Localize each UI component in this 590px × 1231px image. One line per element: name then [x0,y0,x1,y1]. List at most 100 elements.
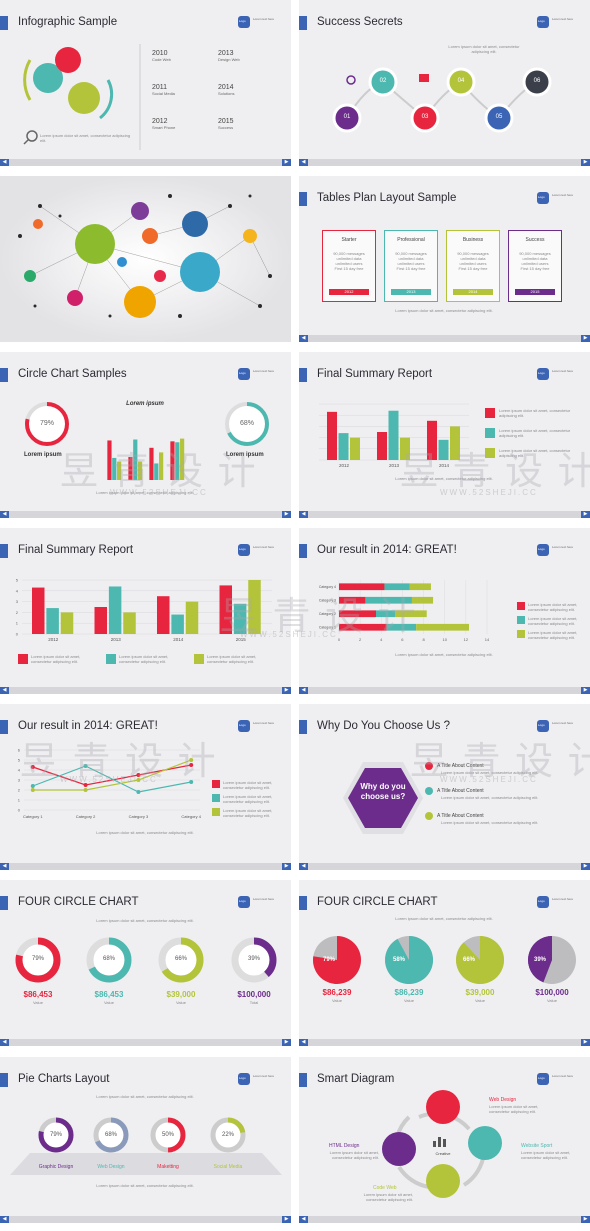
caption: Value [104,1000,114,1005]
prev-button[interactable]: ◀ [0,863,9,870]
prev-button[interactable]: ◀ [0,511,9,518]
x-tick-label: 2012 [339,463,350,468]
slide-network-illustration[interactable] [0,176,291,342]
next-button[interactable]: ▶ [282,511,291,518]
steps-diagram [332,67,552,133]
x-tick-label: 6 [401,637,404,642]
slide-title: Success Secrets [317,16,403,28]
slide-smart-diagram[interactable]: Smart Diagram Logo Lorem text here Creati… [299,1057,590,1223]
donut-charts [10,1117,282,1175]
prev-button[interactable]: ◀ [299,335,308,342]
slide-four-circle-chart-rings[interactable]: FOUR CIRCLE CHART Logo Lorem text here Lo… [0,880,291,1046]
prev-button[interactable]: ◀ [0,1039,9,1046]
prev-button[interactable]: ◀ [299,1039,308,1046]
slide-footer: ◀ ▶ [299,1039,590,1046]
slide-why-choose-us[interactable]: Why Do You Choose Us ? Logo Lorem text he… [299,704,590,870]
value-label: $86,453 [23,990,53,999]
plan-card[interactable]: Business 90,000 messages unlimited data … [446,230,500,302]
slide-tables-plan[interactable]: Tables Plan Layout Sample Logo Lorem text… [299,176,590,342]
caption: Value [33,1000,43,1005]
prev-button[interactable]: ◀ [299,863,308,870]
x-tick-label: 12 [464,637,469,642]
x-tick-label: 2 [359,637,362,642]
bar [112,457,117,480]
horizontal-bar-chart: 0 2 4 6 8 10 12 14 Category 4 Category 3 Category … [319,580,490,642]
pie-charts [312,936,576,984]
bar [416,623,470,631]
prev-button[interactable]: ◀ [299,1216,308,1223]
y-tick-label: 1 [18,798,21,803]
next-button[interactable]: ▶ [581,863,590,870]
slide-our-result-lines[interactable]: Our result in 2014: GREAT! Logo Lorem tex… [0,704,291,870]
logo: Logo Lorem text here [537,192,582,206]
slide-circle-chart-samples[interactable]: Circle Chart Samples Logo Lorem text here… [0,352,291,518]
bar [46,608,59,634]
step-number: 06 [533,78,541,84]
next-button[interactable]: ▶ [282,687,291,694]
plan-card[interactable]: Success 90,000 messages unlimited data u… [508,230,562,302]
next-button[interactable]: ▶ [282,1039,291,1046]
y-tick-label: 1 [16,621,19,626]
prev-button[interactable]: ◀ [0,1216,9,1223]
next-button[interactable]: ▶ [581,1039,590,1046]
plan-card[interactable]: Professional 90,000 messages unlimited d… [384,230,438,302]
next-button[interactable]: ▶ [581,335,590,342]
prev-button[interactable]: ◀ [0,159,9,166]
title-accent [0,16,8,30]
slide-final-summary-2[interactable]: Final Summary Report Logo Lorem text here… [0,528,291,694]
slide-our-result-bars[interactable]: Our result in 2014: GREAT! Logo Lorem tex… [299,528,590,694]
next-button[interactable]: ▶ [282,1216,291,1223]
next-button[interactable]: ▶ [282,159,291,166]
legend-swatch [485,448,495,458]
next-button[interactable]: ▶ [581,511,590,518]
data-point [83,788,88,792]
lorem-text: Lorem ipsum dolor sit amet, consectetur … [448,44,520,54]
percent-label: 22% [221,1132,234,1138]
lorem-text: Lorem ipsum dolor sit amet, consectetur … [395,308,493,313]
timeline-item: 2013 Design Web [218,50,240,62]
series-label: Maketting [157,1164,179,1170]
data-point [136,778,141,782]
value-label: $39,000 [166,990,196,999]
y-tick-label: 5 [16,578,19,583]
legend-text: Lorem ipsum dolor sit amet, consectetur … [119,654,169,664]
slide-four-circle-chart-pies[interactable]: FOUR CIRCLE CHART Logo Lorem text here Lo… [299,880,590,1046]
legend-text: Lorem ipsum dolor sit amet, consectetur … [499,448,571,458]
logo: Logo Lorem text here [537,368,582,382]
plan-card[interactable]: Starter 90,000 messages unlimited data u… [322,230,376,302]
value-label: $100,000 [237,990,271,999]
watermark-url: WWW.52SHEJI.CC [440,775,538,784]
prev-button[interactable]: ◀ [299,159,308,166]
prev-button[interactable]: ◀ [0,687,9,694]
x-tick-label: 2013 [111,637,122,642]
legend-swatch [194,654,204,664]
y-tick-label: 0 [16,632,19,637]
y-tick-label: 4 [16,588,19,593]
node-label: HTML Design [329,1143,360,1149]
prev-button[interactable]: ◀ [299,511,308,518]
slide-infographic-sample[interactable]: Infographic Sample Logo Lorem text here L… [0,0,291,166]
x-tick-label: 14 [485,637,490,642]
next-button[interactable]: ▶ [282,863,291,870]
reason-text: Lorem ipsum dolor sit amet, consectetur … [441,770,539,775]
slide-title: Pie Charts Layout [18,1073,110,1085]
data-point [189,763,194,767]
percent-label: 79% [49,1132,62,1138]
value-label: $100,000 [535,988,569,997]
next-button[interactable]: ▶ [581,1216,590,1223]
slide-success-secrets[interactable]: Success Secrets Logo Lorem text here Lore… [299,0,590,166]
network-illustration [0,176,291,342]
slide-final-summary-1[interactable]: Final Summary Report Logo Lorem text here… [299,352,590,518]
timeline-item: 2014 Solutions [218,84,235,96]
title-accent [0,368,8,382]
next-button[interactable]: ▶ [581,159,590,166]
prev-button[interactable]: ◀ [299,687,308,694]
next-button[interactable]: ▶ [581,687,590,694]
legend-swatch [485,428,495,438]
slide-pie-charts-layout[interactable]: Pie Charts Layout Logo Lorem text here Lo… [0,1057,291,1223]
slide-footer: ◀ ▶ [299,687,590,694]
mini-bar-chart [107,438,185,480]
bar [180,438,185,480]
chart-area: 0 2 4 6 8 10 12 14 Category 4 Category 3 Category … [319,580,490,642]
center-heading: Lorem ipsum [126,401,164,407]
